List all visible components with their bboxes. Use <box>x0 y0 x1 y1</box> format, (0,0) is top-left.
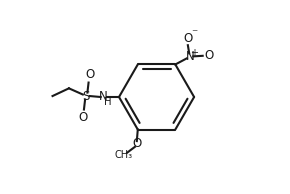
Text: N: N <box>99 90 108 104</box>
Text: CH₃: CH₃ <box>114 150 133 160</box>
Text: O: O <box>204 49 214 62</box>
Text: S: S <box>83 90 90 103</box>
Text: +: + <box>190 48 198 58</box>
Text: O: O <box>132 138 142 151</box>
Text: H: H <box>104 97 112 107</box>
Text: O: O <box>78 111 88 124</box>
Text: N: N <box>185 50 194 63</box>
Text: O: O <box>184 32 193 45</box>
Text: ⁻: ⁻ <box>191 28 197 41</box>
Text: O: O <box>85 68 94 81</box>
